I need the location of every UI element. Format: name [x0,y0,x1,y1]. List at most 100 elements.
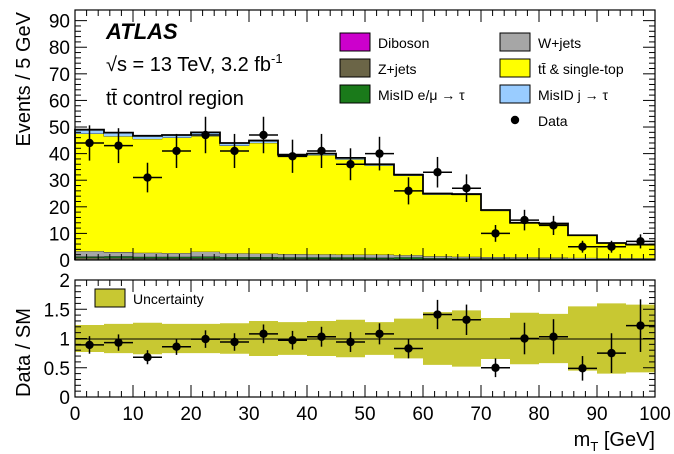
ratio-points [75,299,655,381]
ratio-point-2 [133,350,162,365]
stack-bar-3-11 [394,255,424,258]
ratio-point-3 [162,338,191,355]
stack-bar-1-3 [162,258,192,260]
legend-entry-0: Diboson [339,32,429,52]
main-ytick-label-8: 80 [49,38,70,59]
stack-bar-2-7 [278,257,308,259]
stack-bar-3-18 [597,258,627,259]
stack-bar-3-2 [133,252,163,257]
stack-bar-3-4 [191,251,221,257]
legend: Diboson W+jets Z+jets tt̄ & single-top MisID… [339,32,624,129]
stack-bar-3-13 [452,256,482,259]
total-outline [74,128,655,260]
ratio-ylabel: Data / SM [13,308,35,397]
data-points [75,116,655,253]
data-point-4 [191,116,220,154]
stack-bar-2-4 [191,256,221,259]
ratio-ytick-label-4: 2 [59,271,70,292]
stack-bar-1-8 [307,258,337,260]
svg-text:W+jets: W+jets [538,35,581,51]
data-point-2 [133,162,162,193]
main-ytick-label-1: 10 [49,224,70,245]
stack-bar-4-7 [278,156,308,255]
ratio-point-17 [568,356,597,381]
ratio-point-10 [365,323,394,345]
svg-text:Data: Data [538,113,568,129]
energy-text: √s = 13 TeV, 3.2 fb [106,54,271,76]
xtick-label-1: 10 [122,404,143,425]
data-point-14 [481,224,510,242]
stack-bars [75,129,656,261]
xtick-label-7: 70 [470,404,491,425]
ratio-point-18 [597,333,626,374]
stack-bar-3-0 [75,251,105,257]
xtick-label-2: 20 [180,404,201,425]
stack-bar-3-6 [249,253,279,258]
xtick-label-3: 30 [238,404,259,425]
stack-bar-2-5 [220,257,250,259]
stack-bar-1-1 [104,257,134,260]
main-ytick-label-2: 20 [49,198,70,219]
stack-bar-3-17 [568,257,598,259]
ratio-point-7 [278,330,307,350]
stack-bar-1-6 [249,258,279,260]
data-point-7 [278,139,307,173]
svg-text:MisID e/μ → τ: MisID e/μ → τ [378,87,465,103]
svg-text:tt̄ & single-top: tt̄ & single-top [538,61,624,77]
ratio-point-9 [336,332,365,352]
legend-entry-6: Data [510,113,568,129]
data-point-6 [249,116,278,154]
ratio-ytick-label-1: 0.5 [44,359,70,380]
stack-bar-2-6 [249,257,279,259]
stack-bar-1-10 [365,258,395,260]
data-point-3 [162,133,191,168]
stack-bar-2-2 [133,256,163,259]
stack-outline [74,128,655,260]
stack-bar-3-15 [510,257,540,259]
data-point-19 [626,234,655,249]
ratio-point-8 [307,326,336,347]
xtick-label-6: 60 [412,404,433,425]
svg-text:Z+jets: Z+jets [378,61,417,77]
uncertainty-legend-swatch [94,288,126,308]
main-ytick-label-0: 0 [59,251,70,272]
svg-text:√s = 13 TeV, 3.2 fb-1: √s = 13 TeV, 3.2 fb-1 [106,51,283,76]
stack-bar-3-12 [423,256,453,259]
ratio-ytick-label-2: 1 [59,330,70,351]
xtick-label-10: 100 [639,404,671,425]
data-point-5 [220,133,249,168]
stack-bar-3-19 [626,258,656,259]
uncertainty-legend-label: Uncertainty [133,291,204,307]
xtick-label-8: 80 [528,404,549,425]
stack-bar-3-7 [278,254,308,258]
main-ytick-label-9: 90 [49,12,70,33]
stack-bar-3-3 [162,253,192,257]
ratio-point-14 [481,358,510,378]
data-point-11 [394,177,423,205]
stack-bar-4-8 [307,155,337,255]
stack-bar-2-9 [336,257,366,259]
stack-bar-3-8 [307,254,337,258]
svg-text:Diboson: Diboson [378,35,429,51]
data-point-1 [104,128,133,164]
data-point-8 [307,133,336,168]
stack-bar-3-9 [336,254,366,258]
ratio-ytick-label-0: 0 [59,388,70,409]
stack-bar-2-10 [365,257,395,259]
stack-bar-2-3 [162,256,192,259]
main-ytick-label-4: 40 [49,145,70,166]
data-point-15 [510,209,539,231]
stack-bar-1-13 [452,258,482,260]
legend-entry-3: tt̄ & single-top [499,58,624,78]
ratio-point-6 [249,324,278,344]
stack-bar-4-19 [626,244,656,259]
data-point-0 [75,125,104,161]
stack-bar-2-0 [75,256,105,258]
stack-bar-1-7 [278,258,308,260]
main-ytick-label-5: 50 [49,118,70,139]
stack-bar-2-1 [104,256,134,258]
stack-bar-1-14 [481,258,511,260]
experiment-label: ATLAS [105,19,178,44]
stack-bar-4-12 [423,194,453,257]
